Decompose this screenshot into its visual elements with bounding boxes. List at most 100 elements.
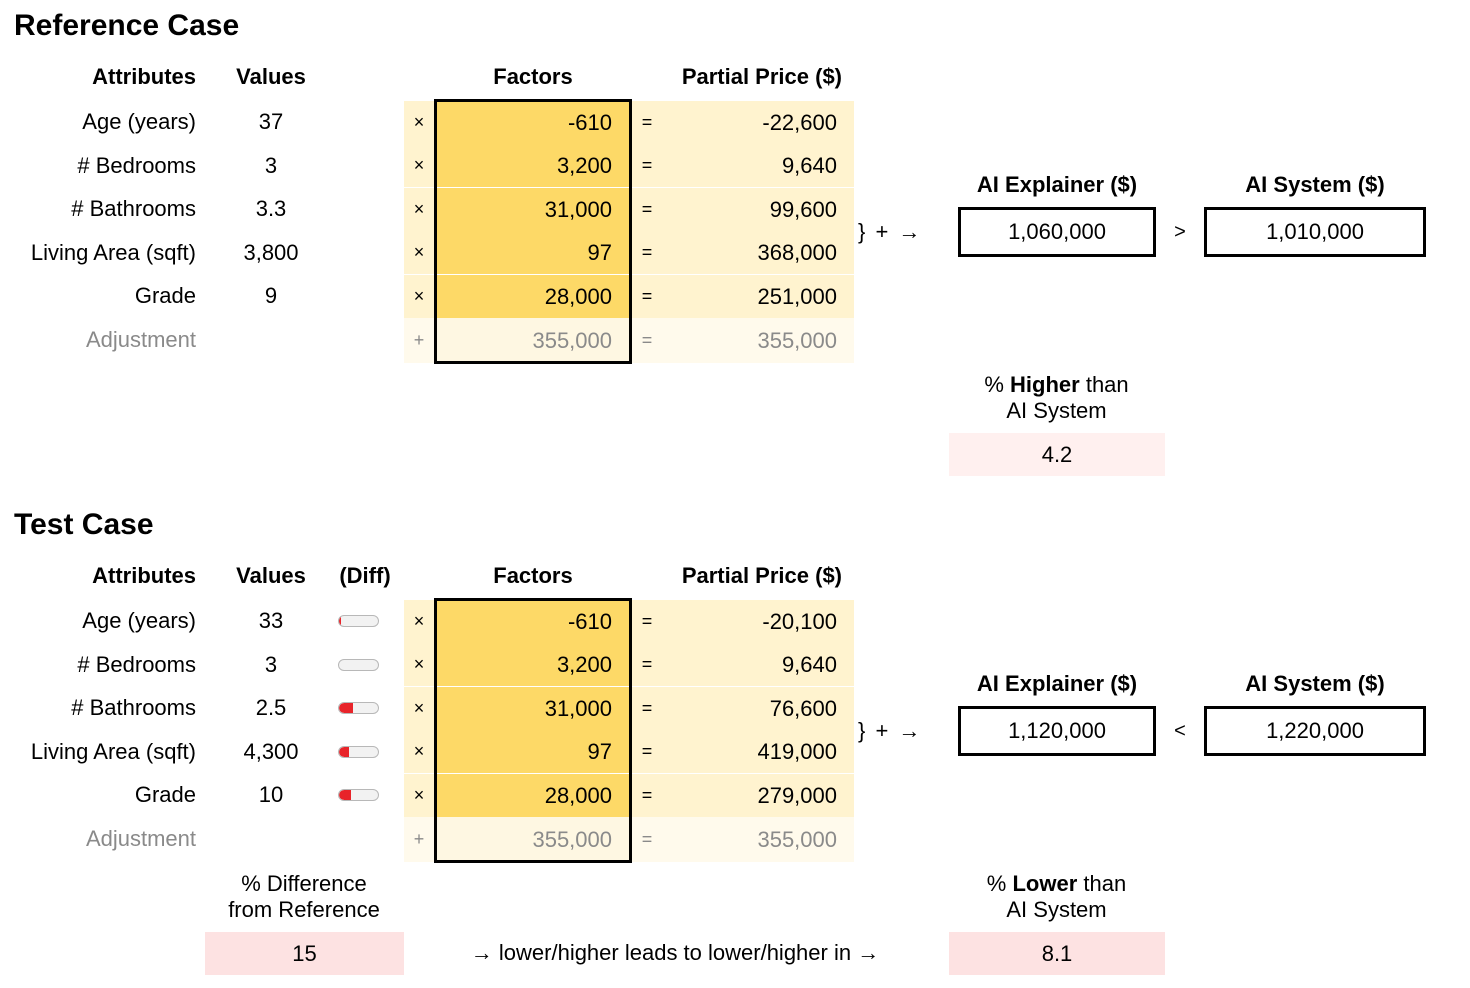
partial-price-cell: 9,640 xyxy=(662,144,854,187)
equals-operator: = xyxy=(632,231,662,274)
partial-price-cell: 9,640 xyxy=(662,643,854,686)
attribute-label: # Bathrooms xyxy=(71,695,196,720)
pct-label-bold: Lower xyxy=(1012,871,1078,896)
diff-bar xyxy=(338,615,379,627)
ai-system-value-box: 1,220,000 xyxy=(1204,706,1426,756)
percent-difference-label: % Difference from Reference xyxy=(204,871,404,923)
plus-operator: + xyxy=(404,817,434,862)
multiply-operator: × xyxy=(404,231,434,274)
pct-label-bold: Higher xyxy=(1010,372,1080,397)
factor-cell: 3,200 xyxy=(434,643,632,686)
diff-bar xyxy=(338,746,379,758)
multiply-operator: × xyxy=(404,101,434,144)
diff-label-line2: from Reference xyxy=(228,897,380,922)
adjustment-label: Adjustment xyxy=(85,826,196,851)
factors-header: Factors xyxy=(493,64,573,89)
comparison-sign: > xyxy=(1174,221,1186,243)
multiply-operator: × xyxy=(404,188,434,231)
factor-cell: 31,000 xyxy=(434,687,632,730)
equals-operator: = xyxy=(632,643,662,686)
equals-operator: = xyxy=(632,275,662,318)
multiply-operator: × xyxy=(404,687,434,730)
factor-cell: 97 xyxy=(434,231,632,274)
diff-bar xyxy=(338,659,379,671)
equals-operator: = xyxy=(632,144,662,187)
attribute-label: Grade xyxy=(134,283,196,308)
factor-cell: -610 xyxy=(434,600,632,643)
attribute-label: Grade xyxy=(134,782,196,807)
attribute-label: Age (years) xyxy=(82,109,196,134)
multiply-operator: × xyxy=(404,643,434,686)
ai-explainer-label: AI Explainer ($) xyxy=(976,671,1138,696)
factors-header: Factors xyxy=(493,563,573,588)
attributes-header: Attributes xyxy=(92,64,196,89)
percent-lower-value: 8.1 xyxy=(949,932,1165,975)
pct-label-suffix: than xyxy=(1077,871,1127,896)
values-header: Values xyxy=(236,64,306,89)
equals-operator: = xyxy=(632,318,662,363)
pct-label-line2: AI System xyxy=(1006,398,1107,423)
ai-system-label: AI System ($) xyxy=(1245,172,1385,197)
factor-cell: -610 xyxy=(434,101,632,144)
ai-system-label: AI System ($) xyxy=(1245,671,1385,696)
diff-bar xyxy=(338,789,379,801)
attributes-header: Attributes xyxy=(92,563,196,588)
equals-operator: = xyxy=(632,687,662,730)
partial-price-cell: 251,000 xyxy=(662,275,854,318)
attribute-value: 2.5 xyxy=(255,695,287,720)
diff-bar-fill xyxy=(339,790,351,800)
multiply-operator: × xyxy=(404,774,434,817)
multiply-operator: × xyxy=(404,275,434,318)
pct-label-suffix: than xyxy=(1079,372,1129,397)
ai-explainer-label: AI Explainer ($) xyxy=(976,172,1138,197)
percent-higher-value: 4.2 xyxy=(949,433,1165,476)
test-case-section: Test Case Attributes Values (Diff) Facto… xyxy=(0,499,1470,988)
adjustment-partial-cell: 355,000 xyxy=(662,817,854,862)
sum-arrow: } + → xyxy=(858,219,923,244)
factor-cell: 97 xyxy=(434,730,632,773)
attribute-value: 33 xyxy=(258,608,284,633)
plus-operator: + xyxy=(404,318,434,363)
attribute-value: 37 xyxy=(258,109,284,134)
attribute-label: # Bedrooms xyxy=(77,153,196,178)
attribute-value: 3 xyxy=(264,652,278,677)
diff-bar-fill xyxy=(339,703,353,713)
diff-label-line1: % Difference xyxy=(241,871,367,896)
values-header: Values xyxy=(236,563,306,588)
attribute-label: Age (years) xyxy=(82,608,196,633)
ai-explainer-value-box: 1,120,000 xyxy=(958,706,1156,756)
partial-price-header: Partial Price ($) xyxy=(681,563,842,588)
adjustment-factor-cell: 355,000 xyxy=(434,318,632,363)
diff-header: (Diff) xyxy=(339,563,391,588)
partial-price-cell: 368,000 xyxy=(662,231,854,274)
pct-label-prefix: % xyxy=(986,871,1013,896)
equals-operator: = xyxy=(632,101,662,144)
partial-price-cell: 99,600 xyxy=(662,188,854,231)
equals-operator: = xyxy=(632,600,662,643)
partial-price-cell: 279,000 xyxy=(662,774,854,817)
attribute-value: 10 xyxy=(258,782,284,807)
attribute-value: 4,300 xyxy=(243,739,299,764)
flow-explanation-text: → lower/higher leads to lower/higher in … xyxy=(470,940,880,965)
equals-operator: = xyxy=(632,774,662,817)
attribute-label: Living Area (sqft) xyxy=(30,739,196,764)
ai-system-value-box: 1,010,000 xyxy=(1204,207,1426,257)
adjustment-partial-cell: 355,000 xyxy=(662,318,854,363)
partial-price-cell: 419,000 xyxy=(662,730,854,773)
partial-price-cell: 76,600 xyxy=(662,687,854,730)
test-case-title: Test Case xyxy=(14,508,154,541)
factor-cell: 28,000 xyxy=(434,275,632,318)
multiply-operator: × xyxy=(404,600,434,643)
percent-higher-label: % Higher than AI System xyxy=(948,372,1165,424)
percent-lower-label: % Lower than AI System xyxy=(948,871,1165,923)
attribute-value: 3 xyxy=(264,153,278,178)
comparison-sign: < xyxy=(1174,720,1186,742)
partial-price-cell: -20,100 xyxy=(662,600,854,643)
attribute-value: 3,800 xyxy=(243,240,299,265)
adjustment-label: Adjustment xyxy=(85,327,196,352)
equals-operator: = xyxy=(632,188,662,231)
factor-cell: 28,000 xyxy=(434,774,632,817)
equals-operator: = xyxy=(632,730,662,773)
diff-bar-fill xyxy=(339,747,349,757)
percent-difference-value: 15 xyxy=(205,932,404,975)
